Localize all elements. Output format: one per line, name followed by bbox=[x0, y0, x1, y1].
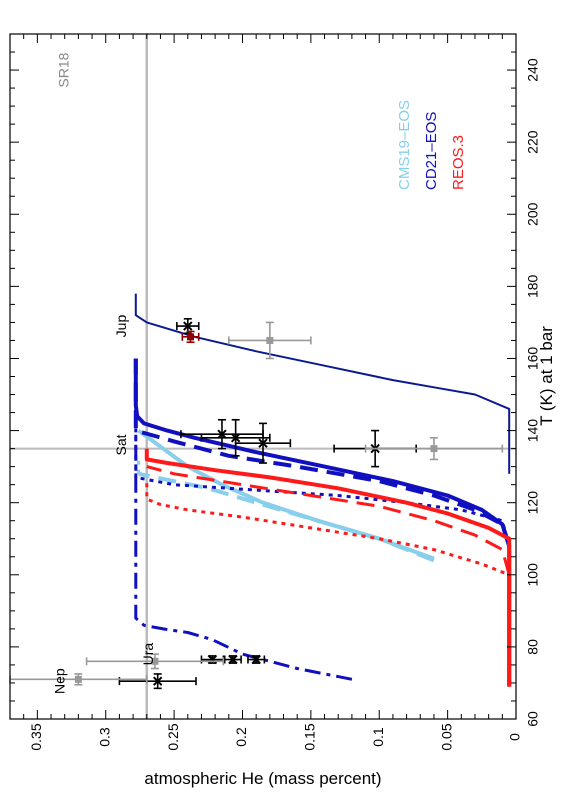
marker-cross bbox=[183, 321, 193, 331]
x-tick-label: 240 bbox=[525, 58, 541, 82]
series-lines bbox=[133, 293, 512, 687]
x-tick-label: 180 bbox=[525, 274, 541, 298]
y-tick-label: 0.25 bbox=[165, 723, 181, 750]
x-tick-label: 200 bbox=[525, 202, 541, 226]
series-line-11 bbox=[145, 481, 511, 687]
observation-point-6 bbox=[200, 654, 225, 665]
marker-cross bbox=[217, 429, 227, 439]
marker-cross bbox=[230, 433, 241, 443]
legend-entry-1: CMS19–EOS bbox=[396, 100, 413, 190]
series-line-8 bbox=[134, 293, 511, 474]
marker-square bbox=[266, 336, 274, 344]
marker-cross bbox=[258, 438, 268, 448]
observation-point-11 bbox=[228, 321, 312, 360]
annotation-ura: Ura bbox=[140, 643, 156, 666]
series-line-9 bbox=[144, 448, 512, 687]
x-tick-label: 100 bbox=[525, 563, 541, 587]
observation-point-12 bbox=[364, 436, 504, 461]
y-tick-label: 0.35 bbox=[28, 723, 44, 750]
series-line-10 bbox=[146, 465, 511, 576]
series-line-2 bbox=[138, 471, 435, 563]
y-tick-label: 0.2 bbox=[233, 727, 249, 747]
x-tick-label: 80 bbox=[525, 639, 541, 655]
observation-point-4 bbox=[234, 422, 292, 464]
observation-point-2 bbox=[180, 418, 264, 450]
y-tick-label: 0.15 bbox=[302, 723, 318, 750]
plot-frame bbox=[9, 33, 517, 720]
marker-cross bbox=[207, 654, 218, 665]
y-axis-label: atmospheric He (mass percent) bbox=[144, 769, 381, 788]
annotation-nep: Nep bbox=[51, 668, 67, 694]
marker-square bbox=[187, 333, 195, 341]
observation-point-10 bbox=[181, 330, 200, 344]
y-tick-label: 0 bbox=[507, 733, 523, 741]
observation-point-7 bbox=[223, 654, 242, 665]
marker-cross bbox=[251, 654, 261, 665]
marker-square bbox=[151, 657, 159, 665]
y-tick-label: 0.05 bbox=[438, 723, 454, 750]
x-tick-label: 60 bbox=[525, 711, 541, 727]
annotation-jup: Jup bbox=[113, 315, 129, 338]
marker-square bbox=[74, 675, 82, 683]
x-axis-label: T (K) at 1 bar bbox=[537, 326, 556, 426]
y-tick-label: 0.3 bbox=[96, 727, 112, 747]
marker-square bbox=[430, 445, 438, 453]
x-tick-label: 140 bbox=[525, 419, 541, 443]
x-tick-label: 120 bbox=[525, 491, 541, 515]
chart-text: SR18 Nep Ura Sat Jup CMS19–EOS CD21–EOS REOS.3 bbox=[51, 52, 467, 694]
observation-point-8 bbox=[247, 654, 266, 665]
observation-point-13 bbox=[85, 653, 225, 670]
legend-entry-3: REOS.3 bbox=[450, 135, 467, 190]
series-line-5 bbox=[133, 358, 512, 547]
observation-point-9 bbox=[118, 673, 197, 690]
series-line-7 bbox=[134, 430, 353, 681]
x-tick-label: 220 bbox=[525, 130, 541, 154]
legend-entry-2: CD21–EOS bbox=[423, 112, 440, 190]
series-line-4 bbox=[133, 358, 512, 687]
annotation-sr18: SR18 bbox=[55, 52, 71, 87]
marker-cross bbox=[152, 676, 163, 686]
series-line-6 bbox=[134, 358, 511, 547]
reference-lines bbox=[10, 34, 516, 719]
observation-point-14 bbox=[9, 673, 148, 686]
marker-cross bbox=[228, 654, 238, 665]
observation-points bbox=[9, 318, 504, 690]
observation-point-3 bbox=[200, 418, 271, 457]
y-tick-label: 0.1 bbox=[370, 727, 386, 747]
x-tick-label: 160 bbox=[525, 347, 541, 371]
axis-ticks: 60 80 100 120 140 160 180 200 220 240 0 0.05 0.1 0.15… bbox=[10, 33, 541, 751]
annotation-sat: Sat bbox=[113, 434, 129, 455]
